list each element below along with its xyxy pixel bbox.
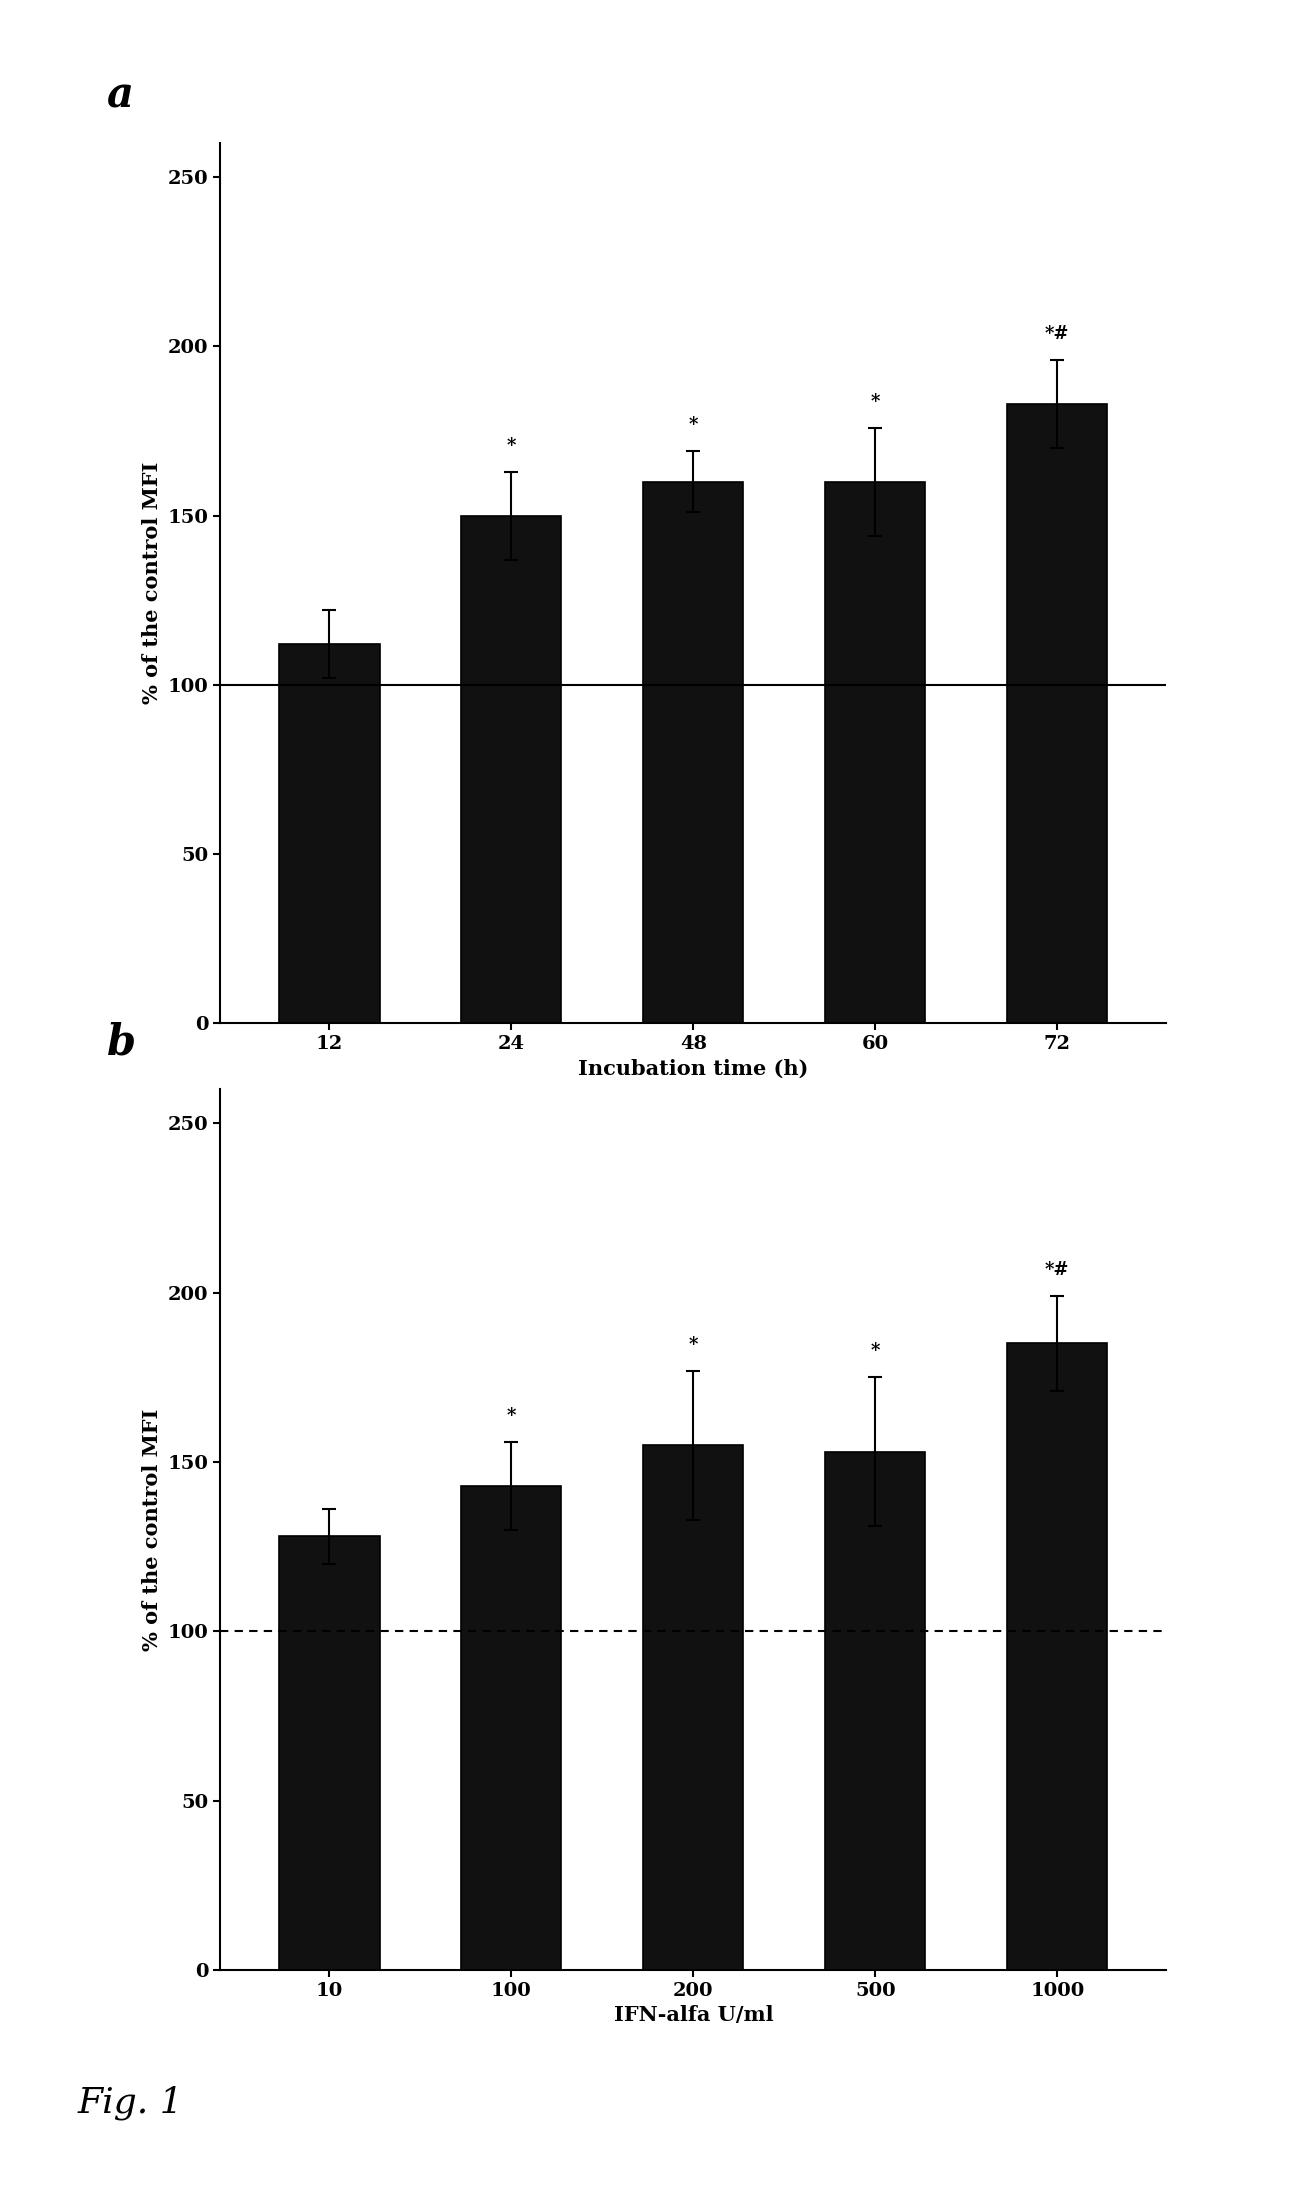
Text: *: * [871,392,880,412]
Bar [826,1453,925,1970]
Text: *#: *# [1045,1261,1069,1279]
Y-axis label: % of the control MFI: % of the control MFI [143,462,162,704]
Bar [1007,403,1107,1023]
Bar [826,482,925,1023]
Text: *: * [507,436,516,456]
Text: *: * [688,1336,699,1354]
Text: *: * [688,416,699,434]
Bar [643,1446,744,1970]
Text: Fig. 1: Fig. 1 [78,2087,184,2120]
Bar [280,645,380,1023]
Bar [1007,1343,1107,1970]
Text: b: b [106,1021,136,1063]
Y-axis label: % of the control MFI: % of the control MFI [143,1409,162,1651]
X-axis label: Incubation time (h): Incubation time (h) [578,1059,809,1078]
Bar [461,1486,561,1970]
Text: *: * [871,1343,880,1360]
Text: *: * [507,1406,516,1424]
Text: *#: *# [1045,326,1069,343]
Bar [643,482,744,1023]
X-axis label: IFN-alfa U/ml: IFN-alfa U/ml [613,2005,774,2025]
Bar [280,1536,380,1970]
Text: a: a [106,75,133,117]
Bar [461,515,561,1023]
